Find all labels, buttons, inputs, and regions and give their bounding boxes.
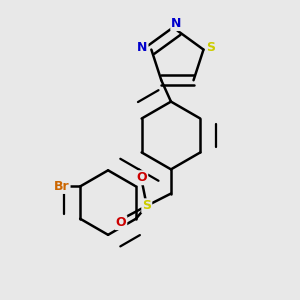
Text: O: O xyxy=(136,171,147,184)
Text: N: N xyxy=(137,40,148,53)
Text: O: O xyxy=(116,216,126,229)
Text: S: S xyxy=(206,40,215,53)
Text: S: S xyxy=(142,199,151,212)
Text: N: N xyxy=(171,17,182,30)
Text: Br: Br xyxy=(54,180,70,193)
